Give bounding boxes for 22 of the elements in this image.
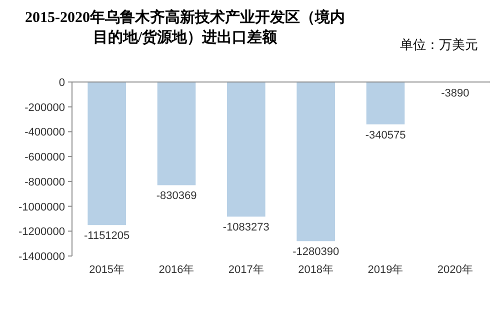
data-label: -1151205 [84, 230, 130, 242]
data-label: -340575 [365, 129, 406, 142]
x-tick-label: 2015年 [89, 264, 125, 276]
x-tick-label: 2016年 [158, 264, 194, 276]
data-label: -3890 [441, 87, 470, 100]
y-tick-label: -400000 [24, 126, 65, 139]
y-tick-label: -1400000 [18, 251, 65, 263]
x-tick-label: 2018年 [298, 264, 334, 276]
data-label: -1280390 [292, 246, 340, 258]
y-tick-label: -600000 [24, 152, 65, 164]
y-tick-label: -200000 [24, 102, 65, 114]
data-label: -1083273 [222, 222, 270, 234]
x-tick-label: 2020年 [437, 264, 473, 276]
chart-title: 2015-2020年乌鲁木齐高新技术产业开发区（境内目的地/货源地）进出口差额 [24, 8, 346, 48]
data-label: -830369 [156, 190, 197, 202]
x-tick-label: 2017年 [228, 264, 264, 276]
y-tick-label: -800000 [24, 176, 65, 188]
y-tick-label: -1000000 [18, 201, 65, 214]
chart-subtitle: 单位：万美元 [400, 36, 478, 54]
x-tick-label: 2019年 [368, 264, 404, 276]
y-tick-label: 0 [58, 77, 65, 89]
y-tick-label: -1200000 [18, 226, 65, 238]
